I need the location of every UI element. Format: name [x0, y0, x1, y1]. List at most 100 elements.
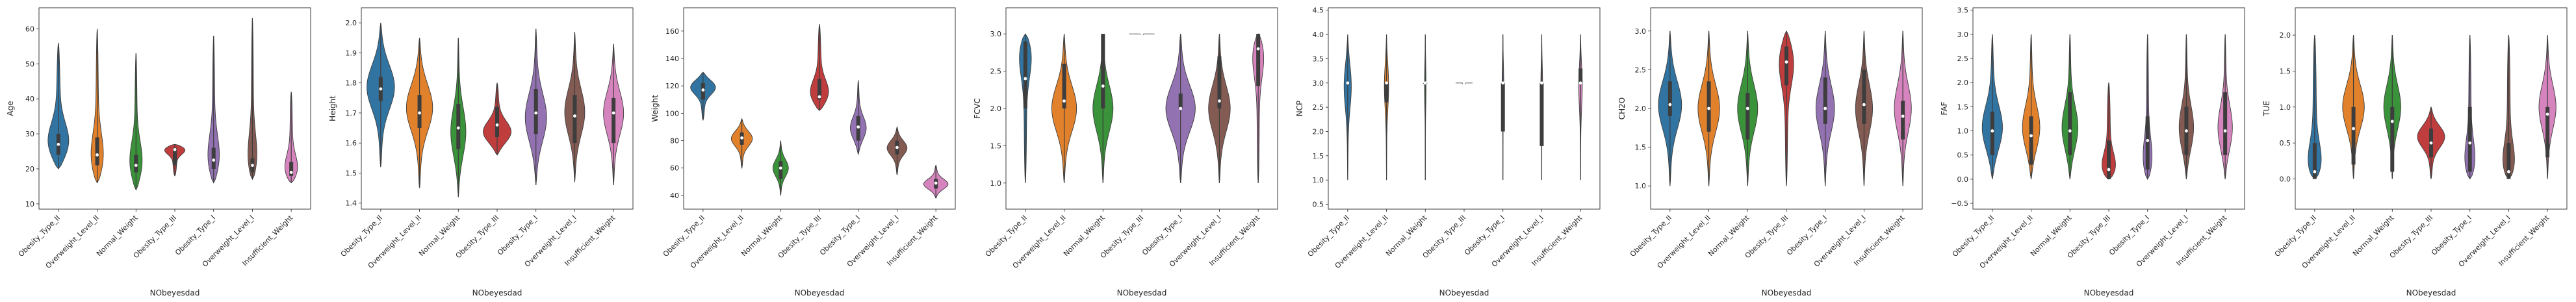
- median-marker: [1256, 47, 1260, 51]
- y-tick-label: 3.0: [990, 30, 1002, 38]
- median-marker: [573, 114, 576, 118]
- median-marker: [173, 147, 177, 151]
- y-tick-label: 0.5: [1957, 151, 1969, 160]
- iqr-box: [2351, 107, 2356, 165]
- x-tick-label: Obesity_Type_I: [818, 214, 862, 257]
- subplot-tue: 0.00.51.01.52.0TUEObesity_Type_IIOverwei…: [2262, 7, 2568, 297]
- iqr-box: [1901, 101, 1905, 140]
- x-axis-label: NObeyesdad: [2084, 288, 2134, 297]
- median-marker: [212, 158, 216, 162]
- y-tick-label: 1.0: [1635, 182, 1647, 190]
- iqr-box: [1707, 81, 1711, 132]
- median-marker: [379, 87, 383, 91]
- subplot-faf: −0.5 0.0 0.5 1.0 1.5 2.0 2.5 3.0 3.5 FAF Obesity_T…: [1940, 6, 2245, 297]
- y-tick-label: 1.5: [1957, 103, 1969, 111]
- y-tick-label: 1.5: [346, 169, 357, 177]
- median-marker: [1578, 81, 1582, 85]
- y-axis-label: TUE: [2262, 101, 2271, 117]
- subplot-weight: 40 60 80 100 120 140 160 Weight Obesity_Type_II O…: [650, 7, 956, 297]
- y-tick-label: 1.5: [1313, 152, 1324, 160]
- median-marker: [1862, 103, 1866, 107]
- subplot-ch2o: 1.01.52.02.53.0CH2OObesity_Type_IIOverwe…: [1617, 7, 1923, 297]
- x-axis-label: NObeyesdad: [472, 288, 522, 297]
- x-tick-label: Obesity_Type_III: [1744, 214, 1790, 260]
- median-marker: [2545, 112, 2549, 116]
- y-tick-label: 2.5: [1635, 66, 1647, 74]
- median-marker: [134, 164, 138, 168]
- x-tick-label: Normal_Weight: [417, 213, 462, 258]
- y-tick-label: 2.0: [2280, 31, 2291, 40]
- x-tick-label: Normal_Weight: [2029, 213, 2074, 258]
- subplot-age: 102030405060AgeObesity_Type_IIOverweight…: [6, 7, 311, 297]
- x-tick-label: Obesity_Type_II: [1306, 214, 1351, 258]
- x-tick-label: Obesity_Type_I: [1463, 214, 1506, 257]
- iqr-box: [211, 147, 216, 169]
- median-marker: [1784, 60, 1788, 64]
- x-tick-label: Normal_Weight: [1707, 213, 1751, 258]
- iqr-box: [2029, 116, 2033, 165]
- y-tick-label: 1.4: [346, 199, 357, 208]
- iqr-box: [2312, 143, 2317, 179]
- x-tick-label: Obesity_Type_II: [339, 214, 384, 258]
- iqr-box: [1745, 93, 1750, 140]
- x-axis-label: NObeyesdad: [2406, 288, 2456, 297]
- y-tick-label: 100: [665, 109, 679, 118]
- y-tick-label: 1.5: [990, 142, 1002, 150]
- iqr-box: [2545, 107, 2550, 158]
- x-tick-label: Normal_Weight: [1062, 213, 1107, 258]
- y-tick-label: 1.6: [346, 139, 357, 147]
- median-marker: [1140, 32, 1144, 36]
- y-tick-label: 2.0: [1957, 79, 1969, 87]
- y-tick-label: 4.0: [1313, 31, 1324, 39]
- y-tick-label: 30: [25, 130, 34, 138]
- y-tick-label: 1.0: [2280, 103, 2291, 112]
- median-marker: [1501, 81, 1505, 85]
- iqr-box: [2223, 92, 2228, 155]
- y-tick-label: 0.5: [1313, 201, 1324, 209]
- x-tick-label: Obesity_Type_III: [1099, 214, 1145, 260]
- median-marker: [1823, 107, 1827, 110]
- median-marker: [2068, 129, 2072, 132]
- subplot-fcvc: 1.01.52.02.53.0FCVCObesity_Type_IIOverwe…: [973, 7, 1278, 297]
- median-marker: [2352, 127, 2355, 131]
- iqr-box: [495, 107, 499, 137]
- y-tick-label: 3.0: [1957, 31, 1969, 39]
- y-tick-label: 60: [25, 25, 34, 33]
- median-marker: [495, 123, 499, 127]
- median-marker: [1668, 103, 1672, 107]
- iqr-box: [1101, 34, 1105, 109]
- y-axis-label: NCP: [1295, 101, 1304, 117]
- x-tick-label: Obesity_Type_III: [132, 214, 178, 260]
- iqr-box: [2107, 140, 2111, 179]
- median-marker: [2029, 134, 2033, 138]
- x-tick-label: Obesity_Type_II: [662, 214, 706, 258]
- subplot-ncp: 0.5 1.0 1.5 2.0 2.5 3.0 3.5 4.0 4.5 NCP Obesity_Ty…: [1295, 6, 1601, 297]
- iqr-box: [2145, 116, 2150, 170]
- median-marker: [612, 111, 615, 115]
- median-marker: [1901, 114, 1905, 118]
- iqr-box: [1990, 111, 1994, 155]
- y-tick-label: 4.5: [1313, 6, 1324, 15]
- median-marker: [1218, 99, 1221, 103]
- median-marker: [2468, 141, 2472, 145]
- y-tick-label: −0.5: [1951, 199, 1968, 208]
- y-tick-label: 120: [665, 82, 679, 90]
- y-tick-label: 1.0: [990, 179, 1002, 188]
- iqr-box: [1668, 81, 1672, 116]
- x-tick-label: Normal_Weight: [1384, 213, 1429, 258]
- iqr-box: [2506, 143, 2511, 179]
- y-tick-label: 20: [25, 165, 34, 173]
- y-axis-label: FAF: [1940, 101, 1949, 115]
- median-marker: [534, 111, 538, 115]
- iqr-box: [1217, 56, 1222, 108]
- x-tick-label: Obesity_Type_II: [984, 214, 1029, 258]
- y-axis-label: Age: [6, 101, 15, 116]
- median-marker: [1707, 107, 1710, 110]
- iqr-box: [95, 137, 99, 166]
- iqr-box: [779, 161, 783, 179]
- y-tick-label: 1.5: [1635, 144, 1647, 152]
- y-tick-label: 1.5: [2280, 67, 2291, 75]
- median-marker: [1423, 81, 1427, 85]
- axes-frame: [1005, 7, 1278, 210]
